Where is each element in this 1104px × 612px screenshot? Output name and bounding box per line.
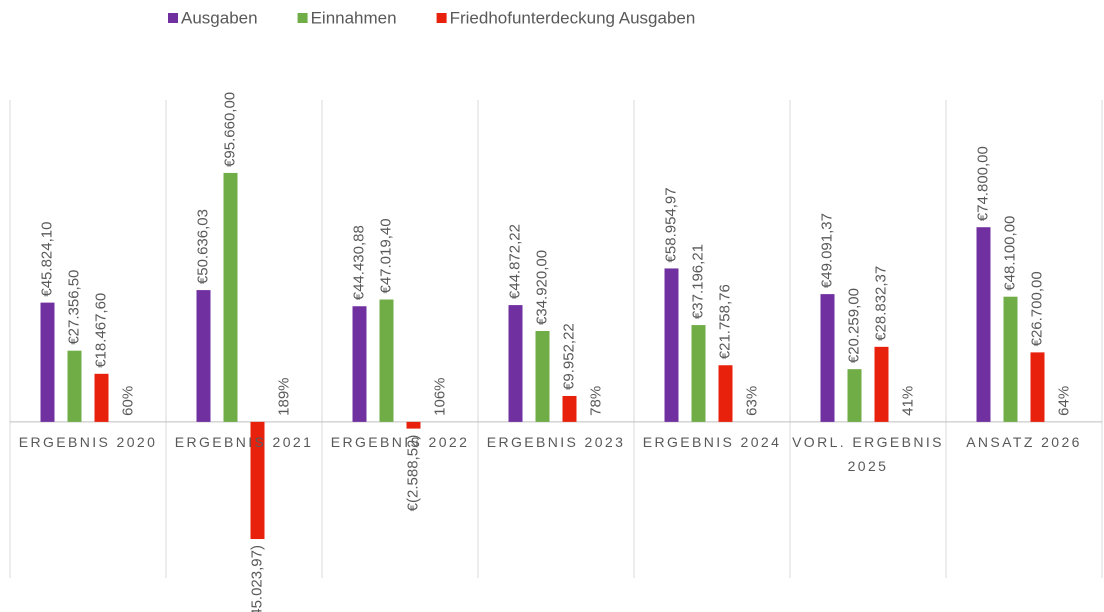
data-label: €49.091,37: [818, 213, 835, 288]
data-label: €95.660,00: [221, 92, 238, 167]
legend-swatch: [297, 13, 308, 23]
data-label: €18.467,60: [92, 293, 109, 368]
data-label: €44.430,88: [350, 225, 367, 300]
data-label: 78%: [587, 386, 604, 416]
bar: [1003, 296, 1018, 422]
bar: [874, 346, 889, 422]
data-label: €48.100,00: [1001, 216, 1018, 291]
data-label: €9.952,22: [560, 323, 577, 390]
bar: [718, 365, 733, 422]
data-label: 189%: [275, 377, 292, 415]
data-label: €47.019,40: [377, 218, 394, 293]
data-label: €58.954,97: [662, 187, 679, 262]
data-label: €(45.023,97): [248, 545, 265, 612]
data-label: €27.356,50: [65, 270, 82, 345]
x-tick-label: ERGEBNIS 2021: [174, 433, 314, 450]
data-label: €37.196,21: [689, 244, 706, 319]
x-tick-label: ERGEBNIS 2022: [330, 433, 470, 450]
legend-label: Einnahmen: [311, 8, 397, 27]
legend-swatch: [168, 13, 178, 23]
bar: [691, 325, 706, 422]
data-label: €74.800,00: [974, 146, 991, 221]
data-label: €(2.588,52): [404, 435, 421, 512]
bar: [196, 290, 211, 422]
bar: [1030, 352, 1045, 422]
data-label: 106%: [431, 377, 448, 415]
bar: [820, 294, 835, 422]
bar: [847, 369, 862, 422]
x-tick-label: ERGEBNIS 2023: [486, 433, 626, 450]
x-tick-label: ERGEBNIS 2024: [642, 433, 782, 450]
bar: [223, 172, 238, 422]
bar: [352, 306, 367, 422]
data-label: €28.832,37: [872, 266, 889, 341]
data-label: 41%: [899, 386, 916, 416]
data-label: €50.636,03: [194, 209, 211, 284]
bar: [379, 299, 394, 422]
data-label: €34.920,00: [533, 250, 550, 325]
bar: [250, 421, 265, 540]
bar: [67, 350, 82, 422]
bar: [562, 395, 577, 422]
data-label: €44.872,22: [506, 224, 523, 299]
bar: [976, 227, 991, 422]
bar: [406, 421, 421, 429]
x-tick-label: ERGEBNIS 2020: [18, 433, 158, 450]
x-tick-label: VORL. ERGEBNIS 2025: [792, 433, 944, 474]
x-tick-label: ANSATZ 2026: [966, 433, 1082, 450]
legend-label: Friedhofunterdeckung Ausgaben: [450, 8, 696, 27]
bar: [40, 302, 55, 422]
bar: [535, 330, 550, 422]
data-label: €45.824,10: [38, 222, 55, 297]
bar: [94, 373, 109, 422]
bar: [664, 268, 679, 422]
legend-swatch: [436, 13, 447, 23]
bar: [508, 305, 523, 422]
data-label: 60%: [119, 386, 136, 416]
data-label: 63%: [743, 386, 760, 416]
data-label: €20.259,00: [845, 288, 862, 363]
legend-label: Ausgaben: [181, 8, 258, 27]
data-label: €26.700,00: [1028, 271, 1045, 346]
data-label: €21.758,76: [716, 284, 733, 359]
data-label: 64%: [1055, 386, 1072, 416]
